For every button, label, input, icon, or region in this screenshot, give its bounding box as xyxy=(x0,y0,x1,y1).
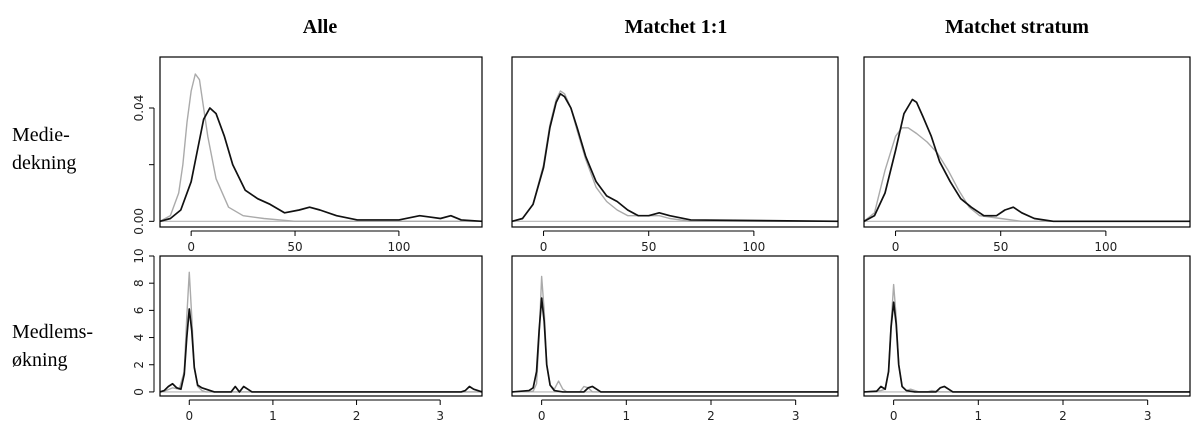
row-label-mediedekning-line1: Medie- xyxy=(12,124,70,146)
x-tick-label: 0 xyxy=(890,409,898,423)
density-line-light xyxy=(160,73,482,223)
x-tick-label: 50 xyxy=(641,240,656,254)
y-tick-label: 0.00 xyxy=(132,208,146,235)
row-label-mediedekning-line2: dekning xyxy=(12,152,76,174)
x-tick-label: 50 xyxy=(993,240,1008,254)
density-line-dark xyxy=(512,92,838,223)
column-title-matchet-1-1: Matchet 1:1 xyxy=(625,16,728,38)
x-tick-label: 100 xyxy=(742,240,765,254)
x-tick-label: 0 xyxy=(187,240,195,254)
x-tick-label: 0 xyxy=(538,409,546,423)
y-tick-label: 0.04 xyxy=(132,95,146,122)
x-tick-label: 2 xyxy=(353,409,361,423)
density-line-light xyxy=(512,90,838,223)
panel-frame xyxy=(159,56,483,228)
panel-r0-c0: 0 50 100 0.00 0.04 xyxy=(132,56,483,254)
x-tick-label: 100 xyxy=(1094,240,1117,254)
panel-r0-c1: 0 50 100 xyxy=(511,56,839,254)
panel-r1-c2: 0 1 2 3 xyxy=(863,255,1191,423)
panel-frame xyxy=(863,255,1191,397)
panel-r1-c0: 0 1 2 3 0 2 4 6 8 10 xyxy=(132,248,483,423)
x-tick-label: 50 xyxy=(287,240,302,254)
x-tick-label: 1 xyxy=(974,409,982,423)
panel-frame xyxy=(159,255,483,397)
x-tick-label: 0 xyxy=(185,409,193,423)
x-tick-label: 100 xyxy=(387,240,410,254)
x-tick-label: 3 xyxy=(792,409,800,423)
y-tick-label: 2 xyxy=(132,361,146,369)
density-line-light xyxy=(160,271,482,393)
x-tick-label: 2 xyxy=(1059,409,1067,423)
density-line-light xyxy=(512,275,838,393)
row-label-medlemsokning-line2: økning xyxy=(12,349,68,371)
x-tick-label: 0 xyxy=(892,240,900,254)
panel-r1-c1: 0 1 2 3 xyxy=(511,255,839,423)
density-line-dark xyxy=(160,308,482,393)
y-tick-label: 0 xyxy=(132,388,146,396)
column-title-matchet-stratum: Matchet stratum xyxy=(945,16,1089,38)
panel-frame xyxy=(863,56,1191,228)
density-line-dark xyxy=(160,107,482,223)
y-tick-label: 4 xyxy=(132,334,146,342)
density-line-dark xyxy=(512,297,838,393)
y-tick-label: 6 xyxy=(132,307,146,315)
x-tick-label: 1 xyxy=(269,409,277,423)
x-tick-label: 0 xyxy=(540,240,548,254)
density-line-light xyxy=(864,127,1190,223)
x-tick-label: 2 xyxy=(707,409,715,423)
column-title-alle: Alle xyxy=(303,16,338,38)
x-tick-label: 3 xyxy=(1144,409,1152,423)
density-line-dark xyxy=(864,98,1190,223)
x-tick-label: 3 xyxy=(436,409,444,423)
y-tick-label: 8 xyxy=(132,279,146,287)
panel-frame xyxy=(511,56,839,228)
row-label-medlemsokning-line1: Medlems- xyxy=(12,321,93,343)
x-tick-label: 1 xyxy=(622,409,630,423)
density-line-dark xyxy=(864,301,1190,393)
panel-r0-c2: 0 50 100 xyxy=(863,56,1191,254)
density-line-light xyxy=(864,283,1190,393)
panel-frame xyxy=(511,255,839,397)
y-tick-label: 10 xyxy=(132,248,146,263)
